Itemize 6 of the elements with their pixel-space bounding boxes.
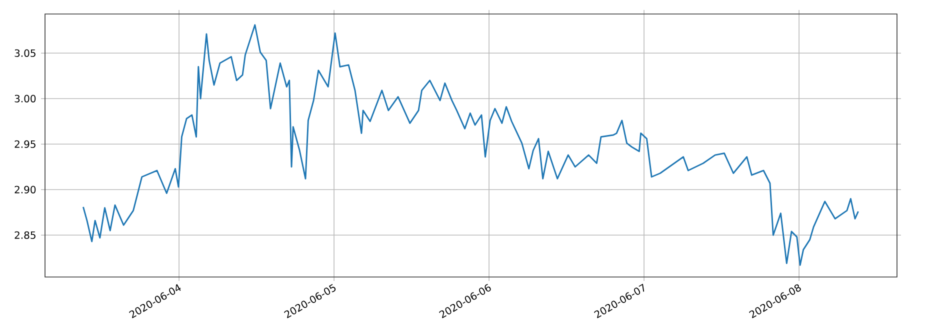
y-tick-label: 2.95 [14, 140, 36, 148]
y-tick-label: 3.05 [14, 49, 36, 57]
line-series [82, 24, 859, 266]
y-tick-label: 2.90 [14, 186, 36, 194]
y-tick-label: 2.85 [14, 231, 36, 239]
y-tick-label: 3.00 [14, 94, 36, 102]
